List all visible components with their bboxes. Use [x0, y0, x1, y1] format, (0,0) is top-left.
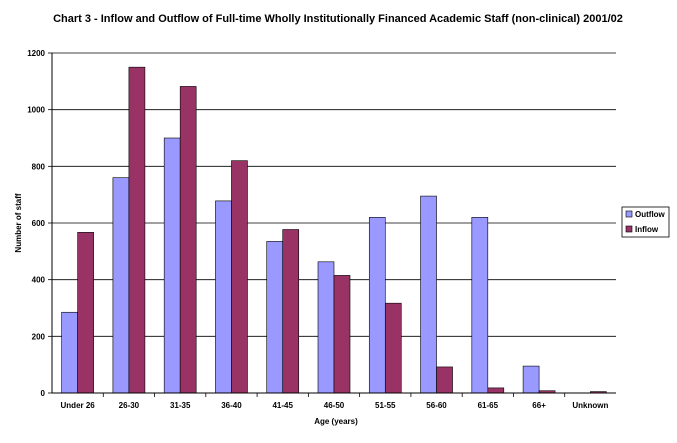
x-tick-label: 66+: [532, 401, 546, 410]
bar-inflow-26-30: [128, 66, 146, 394]
bar-inflow-36-40: [231, 160, 248, 394]
legend-swatch-inflow: [625, 225, 633, 233]
bar-inflow-51-55: [384, 302, 402, 394]
bar-outflow-51-55: [368, 217, 386, 394]
y-axis-label: Number of staff: [14, 193, 23, 252]
plot-area: 0 200 400 600 800 1000 1200 Under 26 26-30 31-35…: [27, 49, 616, 410]
gridlines: [48, 52, 616, 397]
y-tick-label: 800: [32, 162, 46, 171]
x-tick-label: 26-30: [119, 401, 140, 410]
bar-outflow-under-26: [61, 311, 78, 394]
x-axis-label: Age (years): [314, 417, 358, 426]
bar-outflow-41-45: [266, 241, 284, 394]
bar-inflow-46-50: [333, 275, 351, 394]
y-tick-label: 0: [41, 389, 46, 398]
x-tick-label: Under 26: [61, 401, 96, 410]
bar-outflow-61-65: [471, 217, 489, 394]
bar-inflow-31-35: [179, 86, 197, 394]
axes: [51, 53, 616, 394]
y-tick-label: 600: [32, 219, 46, 228]
x-tick-label: 31-35: [170, 401, 191, 410]
x-tick-label: 51-55: [375, 401, 396, 410]
bars: [61, 66, 607, 394]
x-tick-label: 46-50: [324, 401, 345, 410]
x-tick-label: 36-40: [221, 401, 242, 410]
bar-inflow-41-45: [282, 229, 300, 394]
legend: Outflow Inflow: [621, 206, 670, 238]
bar-outflow-46-50: [317, 261, 335, 394]
y-tick-label: 1000: [27, 106, 45, 115]
bar-inflow-56-60: [436, 366, 453, 394]
legend-label-outflow: Outflow: [635, 210, 666, 219]
bar-outflow-66+: [522, 365, 540, 394]
legend-swatch-outflow: [625, 210, 633, 218]
bar-inflow-61-65: [487, 387, 505, 394]
y-tick-label: 200: [32, 332, 46, 341]
bar-inflow-under-26: [77, 232, 94, 394]
bar-outflow-56-60: [420, 195, 437, 394]
y-tick-label: 1200: [27, 49, 45, 58]
x-tick-label: 41-45: [272, 401, 293, 410]
x-tick-label: 61-65: [478, 401, 499, 410]
x-tick-label: 56-60: [426, 401, 447, 410]
y-tick-label: 400: [32, 276, 46, 285]
x-tick-label: Unknown: [572, 401, 608, 410]
legend-label-inflow: Inflow: [635, 225, 659, 234]
y-tick-labels: 0 200 400 600 800 1000 1200: [27, 49, 45, 398]
bar-outflow-36-40: [215, 200, 232, 394]
chart-title: Chart 3 - Inflow and Outflow of Full-tim…: [53, 13, 623, 25]
bar-outflow-31-35: [163, 137, 181, 394]
x-tick-labels: Under 26 26-30 31-35 36-40 41-45 46-50 51-55 56…: [61, 401, 609, 410]
bar-outflow-26-30: [112, 177, 130, 394]
